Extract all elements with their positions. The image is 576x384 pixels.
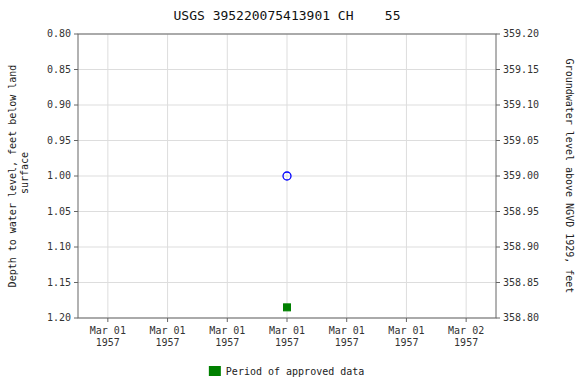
tick-mark xyxy=(466,318,467,322)
tick-label: 359.00 xyxy=(503,170,539,181)
point xyxy=(284,304,291,311)
tick-mark xyxy=(74,105,78,106)
tick-label: Mar 011957 xyxy=(150,325,186,348)
data-marks xyxy=(283,172,291,311)
tick-mark xyxy=(107,318,108,322)
tick-label: 1.10 xyxy=(47,241,71,252)
grid-line xyxy=(346,34,347,318)
tick-label: 1.00 xyxy=(47,170,71,181)
tick-label: 0.95 xyxy=(47,135,71,146)
tick-mark xyxy=(496,282,500,283)
tick-label: Mar 011957 xyxy=(329,325,365,348)
grid-line xyxy=(167,34,168,318)
tick-label: Mar 011957 xyxy=(90,325,126,348)
tick-label: 1.05 xyxy=(47,206,71,217)
tick-mark xyxy=(496,176,500,177)
tick-mark xyxy=(74,34,78,35)
tick-mark xyxy=(74,247,78,248)
tick-mark xyxy=(496,34,500,35)
legend: Period of approved data xyxy=(209,366,364,377)
legend-swatch xyxy=(209,366,221,376)
axis-label: Groundwater level above NGVD 1929, feet xyxy=(564,59,575,294)
tick-label: Mar 011957 xyxy=(388,325,424,348)
tick-mark xyxy=(496,318,500,319)
tick-label: 358.95 xyxy=(503,206,539,217)
tick-label: Mar 011957 xyxy=(209,325,245,348)
tick-mark xyxy=(74,282,78,283)
grid-line xyxy=(466,34,467,318)
tick-label: 359.20 xyxy=(503,28,539,39)
tick-label: 359.10 xyxy=(503,99,539,110)
tick-label: 1.20 xyxy=(47,312,71,323)
tick-mark xyxy=(74,176,78,177)
tick-label: 359.05 xyxy=(503,135,539,146)
tick-mark xyxy=(496,211,500,212)
tick-label: 358.85 xyxy=(503,277,539,288)
tick-mark xyxy=(496,69,500,70)
title: USGS 395220075413901 CH 55 xyxy=(174,8,401,23)
tick-mark xyxy=(167,318,168,322)
tick-label: 358.80 xyxy=(503,312,539,323)
tick-mark xyxy=(496,105,500,106)
tick-mark xyxy=(227,318,228,322)
axis-label: Depth to water level, feet below land su… xyxy=(7,65,30,288)
point xyxy=(283,172,291,180)
tick-label: 359.15 xyxy=(503,64,539,75)
tick-label: Mar 021957 xyxy=(448,325,484,348)
tick-mark xyxy=(74,69,78,70)
tick-mark xyxy=(406,318,407,322)
plot-area xyxy=(78,34,496,318)
plot-frame xyxy=(78,34,496,318)
tick-mark xyxy=(496,247,500,248)
tick-label: 1.15 xyxy=(47,277,71,288)
tick-label: 358.90 xyxy=(503,241,539,252)
tick-mark xyxy=(346,318,347,322)
grid-line xyxy=(107,34,108,318)
tick-label: 0.90 xyxy=(47,99,71,110)
axes: 0.80 0.85 0.90 0.95 1.00 1.05 1.10 1.15 1.20 359.… xyxy=(47,28,539,348)
grid-line xyxy=(227,34,228,318)
tick-mark xyxy=(74,318,78,319)
tick-label: Mar 011957 xyxy=(269,325,305,348)
chart: 0.80 0.85 0.90 0.95 1.00 1.05 1.10 1.15 1.20 359.… xyxy=(0,0,576,384)
tick-mark xyxy=(287,318,288,322)
grid-line xyxy=(406,34,407,318)
tick-label: 0.80 xyxy=(47,28,71,39)
grid-line xyxy=(287,34,288,318)
tick-label: 0.85 xyxy=(47,64,71,75)
grid xyxy=(78,34,496,318)
legend-label: Period of approved data xyxy=(226,366,364,377)
tick-mark xyxy=(74,140,78,141)
tick-mark xyxy=(74,211,78,212)
tick-mark xyxy=(496,140,500,141)
